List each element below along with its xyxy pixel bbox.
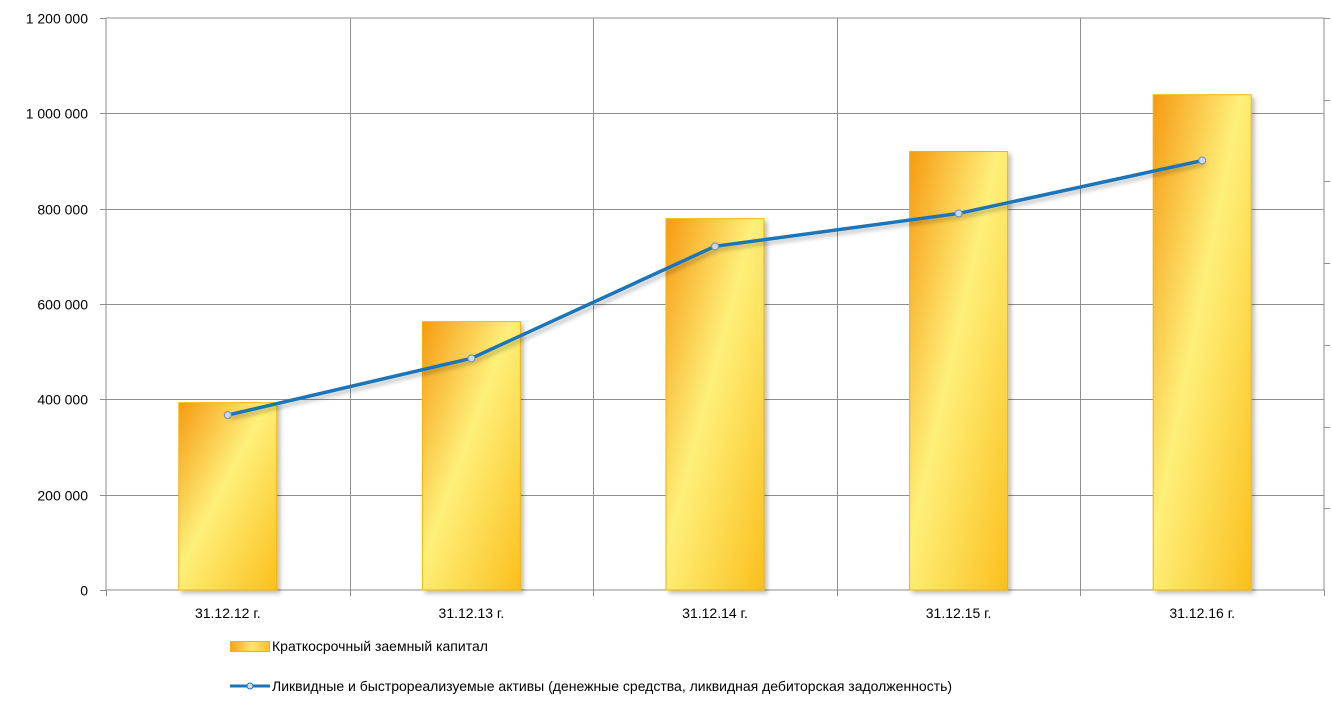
line-point[interactable] [467,354,476,363]
legend: Краткосрочный заемный капитал Ликвидные … [230,636,952,716]
line-point[interactable] [954,209,963,218]
chart-canvas: 0 200 000 400 000 600 000 800 000 1 000 000 1 … [26,11,1330,621]
y-tick-label: 800 000 [37,202,88,218]
chart-root: 0 200 000 400 000 600 000 800 000 1 000 000 1 … [26,11,1330,694]
y-tick-label: 1 200 000 [26,11,88,27]
bar[interactable] [909,150,1009,591]
legend-bar-swatch [230,640,270,652]
x-tick-label: 31.12.16 г. [1169,605,1235,621]
y-tick-label: 400 000 [37,392,88,408]
y-tick-label: 200 000 [37,488,88,504]
line-point[interactable] [1198,156,1207,165]
line-point[interactable] [223,411,232,420]
line-point[interactable] [711,242,719,251]
x-tick-label: 31.12.14 г. [682,605,748,621]
x-tick-label: 31.12.15 г. [926,605,992,621]
x-tick-label: 31.12.12 г. [195,605,261,621]
bar[interactable] [178,402,278,591]
legend-line-swatch [230,682,270,690]
legend-bar-label: Краткосрочный заемный капитал [272,638,488,654]
y-tick-label: 0 [80,583,88,599]
bar[interactable] [665,218,765,591]
legend-item-bar[interactable]: Краткосрочный заемный капитал [230,636,952,656]
legend-line-label: Ликвидные и быстрореализуемые активы (де… [272,678,953,694]
y-tick-label: 600 000 [37,297,88,313]
legend-item-line[interactable]: Ликвидные и быстрореализуемые активы (де… [230,676,952,696]
y-tick-label: 1 000 000 [26,106,88,122]
x-tick-label: 31.12.13 г. [439,605,505,621]
bar[interactable] [1152,94,1252,591]
